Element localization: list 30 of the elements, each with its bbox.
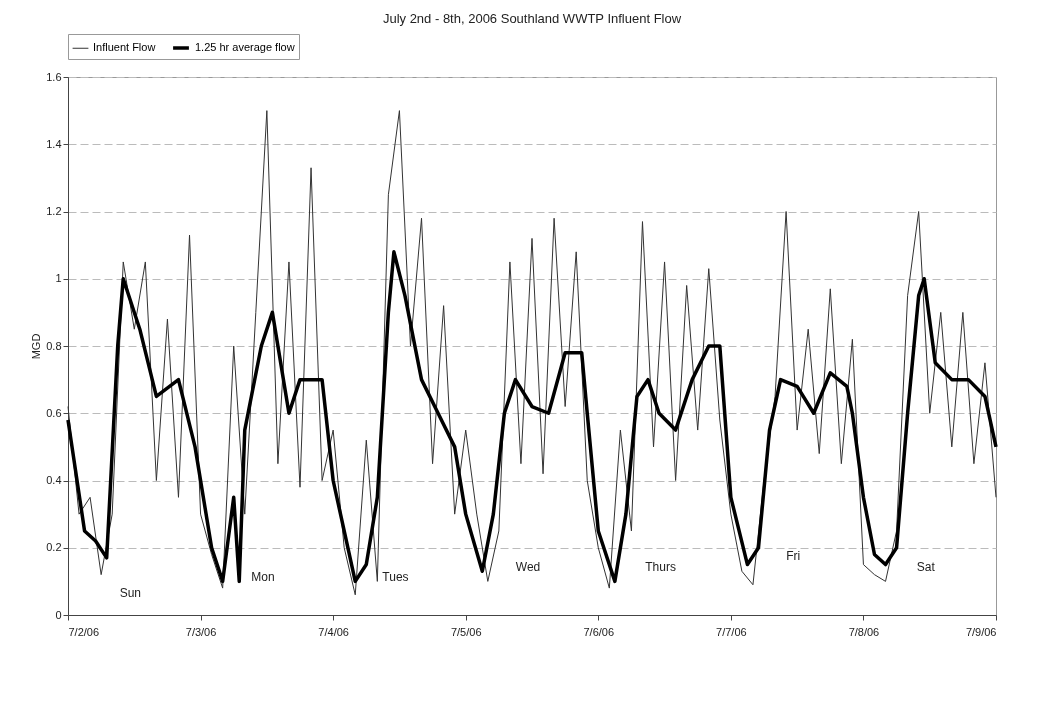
- x-tick-label: 7/9/06: [965, 625, 997, 638]
- y-tick-label: 1.6: [46, 70, 62, 83]
- x-tick-label: 7/4/06: [318, 625, 349, 638]
- y-tick-label: 0: [55, 608, 62, 621]
- annotation: Tues: [382, 570, 409, 585]
- line-series: [67, 110, 997, 596]
- annotation: Fri: [786, 548, 801, 563]
- y-tick-label: 0.2: [46, 541, 62, 554]
- legend-label: 1.25 hr average flow: [195, 41, 295, 53]
- chart-title: July 2nd - 8th, 2006 Southland WWTP Influent Flow: [382, 10, 682, 26]
- x-tick-label: 7/2/06: [68, 625, 100, 638]
- x-tick-label: 7/6/06: [583, 625, 615, 638]
- legend-label: Influent Flow: [93, 41, 156, 54]
- annotation: Sun: [119, 586, 141, 601]
- y-tick-label: 1.4: [46, 137, 62, 150]
- x-tick-label: 7/7/06: [716, 625, 747, 638]
- annotation: Sat: [916, 559, 936, 574]
- y-axis-title: MGD: [30, 333, 43, 360]
- annotation: Wed: [515, 559, 541, 574]
- y-tick-label: 0.8: [46, 339, 62, 352]
- x-tick-label: 7/8/06: [848, 625, 880, 638]
- y-tick-label: 1: [55, 272, 62, 285]
- line-series: [66, 250, 998, 584]
- y-tick-label: 0.6: [46, 406, 62, 419]
- annotation: Mon: [251, 570, 275, 585]
- x-tick-label: 7/3/06: [185, 625, 217, 638]
- annotation: Thurs: [645, 559, 676, 574]
- y-tick-label: 1.2: [46, 205, 62, 217]
- x-tick-label: 7/5/06: [450, 625, 482, 638]
- y-tick-label: 0.4: [46, 474, 62, 486]
